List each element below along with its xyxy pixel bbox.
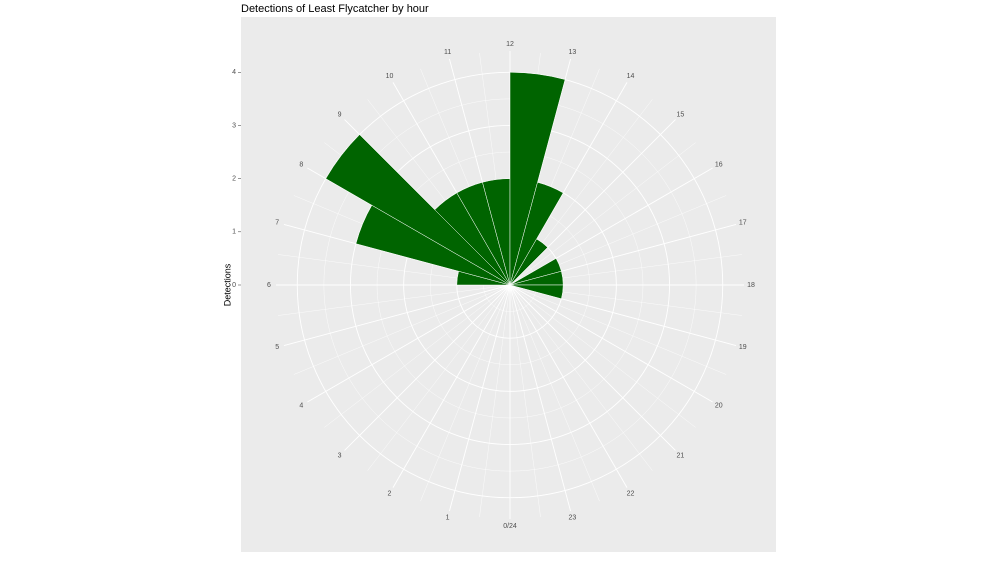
minor-grid-spoke xyxy=(367,284,511,471)
x-tick-label: 16 xyxy=(715,161,723,168)
minor-grid-spoke xyxy=(509,284,653,471)
x-tick-label: 22 xyxy=(627,491,635,498)
minor-grid-spoke xyxy=(293,284,511,375)
minor-grid-spoke xyxy=(509,284,541,518)
x-tick-label: 23 xyxy=(568,515,576,522)
minor-grid-spoke xyxy=(509,284,727,375)
minor-grid-spoke xyxy=(509,142,696,286)
minor-grid-spoke xyxy=(324,284,511,428)
x-tick-label: 1 xyxy=(446,515,450,522)
y-tick-label: 1 xyxy=(232,229,236,236)
minor-grid-spoke xyxy=(509,284,600,502)
x-tick-label: 6 xyxy=(267,282,271,289)
minor-grid-spoke xyxy=(420,284,511,502)
x-tick-label: 2 xyxy=(388,491,392,498)
grid-spoke xyxy=(509,284,571,512)
y-tick-label: 2 xyxy=(232,175,236,182)
y-tick-label: 3 xyxy=(232,122,236,129)
x-tick-label: 5 xyxy=(275,344,279,351)
x-tick-label: 4 xyxy=(299,402,303,409)
x-tick-label: 18 xyxy=(747,282,755,289)
x-tick-label: 14 xyxy=(627,73,635,80)
minor-grid-spoke xyxy=(509,284,696,428)
x-tick-label: 0/24 xyxy=(503,523,517,530)
minor-grid-spoke xyxy=(479,284,511,518)
y-tick-label: 4 xyxy=(232,69,236,76)
y-axis-label: Detections xyxy=(222,263,232,306)
grid-spoke xyxy=(449,284,511,512)
bar xyxy=(509,284,564,300)
x-tick-label: 9 xyxy=(338,111,342,118)
grid-spoke xyxy=(392,284,511,488)
bar xyxy=(325,134,511,286)
minor-grid-spoke xyxy=(277,284,511,316)
grid-spoke xyxy=(509,284,713,403)
x-tick-label: 7 xyxy=(275,219,279,226)
grid-spoke xyxy=(307,284,511,403)
bar xyxy=(509,181,564,286)
bar xyxy=(509,238,548,286)
bar xyxy=(509,72,566,286)
x-tick-label: 8 xyxy=(299,161,303,168)
x-tick-label: 17 xyxy=(739,219,747,226)
x-tick-label: 21 xyxy=(677,452,685,459)
grid-spoke xyxy=(344,284,511,451)
x-tick-label: 3 xyxy=(338,452,342,459)
y-tick-label: 0 xyxy=(232,282,236,289)
x-tick-label: 11 xyxy=(444,49,451,56)
x-tick-label: 13 xyxy=(568,49,576,56)
grid-spoke xyxy=(283,284,511,346)
chart-title: Detections of Least Flycatcher by hour xyxy=(241,3,429,15)
grid-spoke xyxy=(509,284,676,451)
x-tick-label: 12 xyxy=(506,41,514,48)
x-tick-label: 20 xyxy=(715,402,723,409)
grid-spoke xyxy=(509,284,628,488)
x-tick-label: 19 xyxy=(739,344,747,351)
x-tick-label: 10 xyxy=(386,73,394,80)
x-tick-label: 15 xyxy=(677,111,685,118)
